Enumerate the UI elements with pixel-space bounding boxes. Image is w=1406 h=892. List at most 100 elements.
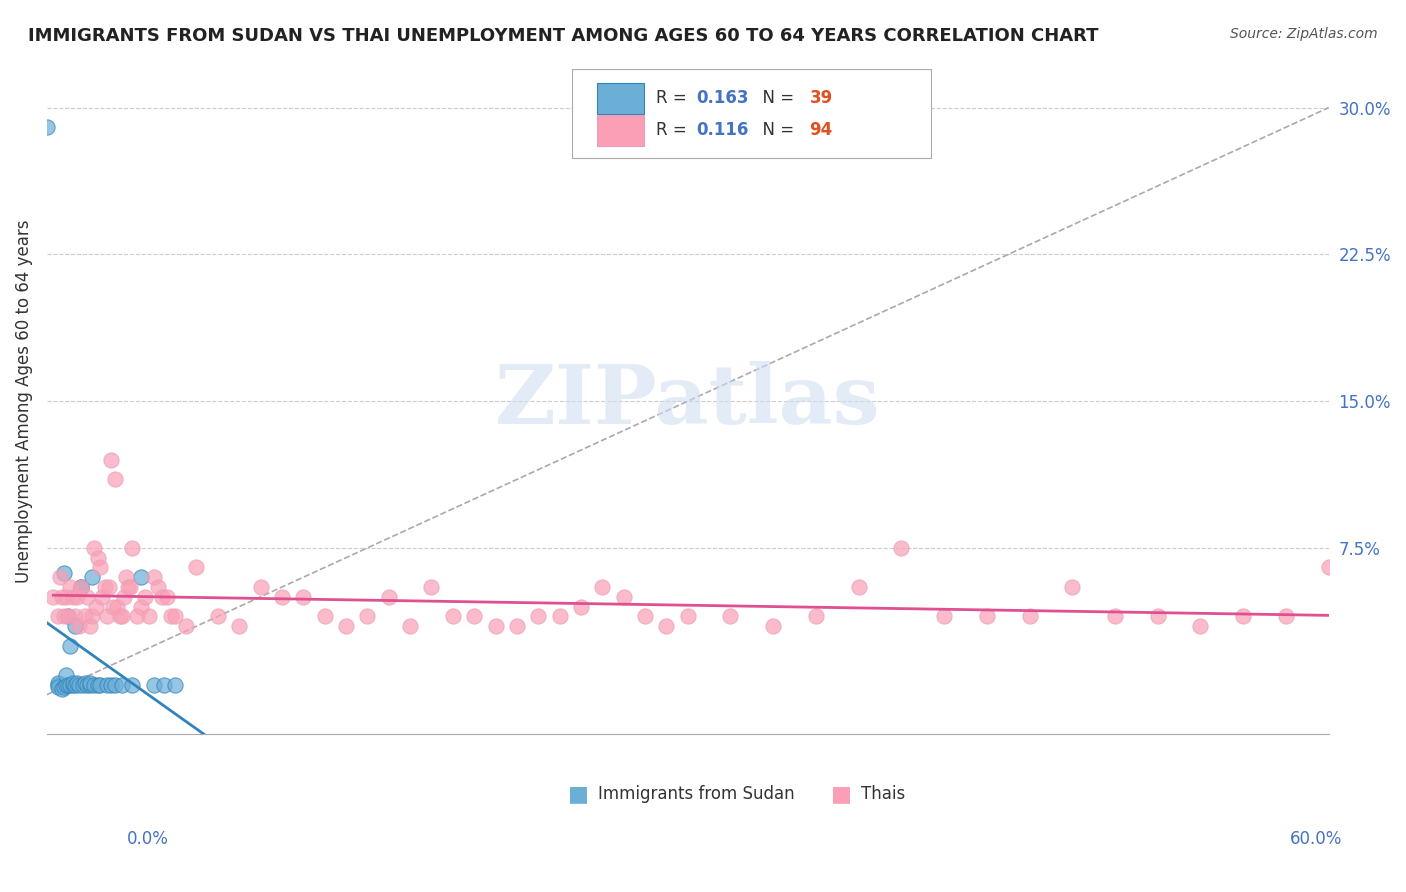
Point xyxy=(174,619,197,633)
Point xyxy=(890,541,912,555)
Point xyxy=(55,668,77,682)
Point xyxy=(46,676,69,690)
Point xyxy=(104,678,127,692)
Point xyxy=(58,609,80,624)
Point xyxy=(80,570,103,584)
Point xyxy=(112,590,135,604)
Point xyxy=(155,590,177,604)
Point xyxy=(420,580,443,594)
Point xyxy=(59,639,82,653)
Point xyxy=(80,609,103,624)
Point xyxy=(142,570,165,584)
Point xyxy=(249,580,271,594)
Point xyxy=(105,599,128,614)
Point xyxy=(569,599,592,614)
Text: ■: ■ xyxy=(568,784,589,804)
Point xyxy=(228,619,250,633)
Point xyxy=(120,580,142,594)
Point xyxy=(72,678,94,692)
Point xyxy=(848,580,870,594)
Point xyxy=(292,590,315,604)
Point xyxy=(55,590,77,604)
Point xyxy=(48,570,70,584)
Point xyxy=(96,609,118,624)
Point xyxy=(70,580,93,594)
Point xyxy=(59,580,82,594)
Point xyxy=(129,599,152,614)
Point xyxy=(59,678,82,692)
Point xyxy=(46,680,69,694)
Point xyxy=(153,678,176,692)
Text: IMMIGRANTS FROM SUDAN VS THAI UNEMPLOYMENT AMONG AGES 60 TO 64 YEARS CORRELATION: IMMIGRANTS FROM SUDAN VS THAI UNEMPLOYME… xyxy=(28,27,1098,45)
Point xyxy=(932,609,955,624)
Point xyxy=(976,609,998,624)
Text: R =: R = xyxy=(655,121,692,139)
Point xyxy=(53,680,76,694)
Point xyxy=(1018,609,1040,624)
Point xyxy=(79,676,101,690)
Point xyxy=(53,566,76,581)
Point xyxy=(506,619,529,633)
Point xyxy=(484,619,506,633)
Point xyxy=(159,609,181,624)
Point xyxy=(84,599,107,614)
Point xyxy=(186,560,208,574)
Point xyxy=(762,619,785,633)
Text: 0.163: 0.163 xyxy=(697,89,749,107)
Point xyxy=(67,678,90,692)
Point xyxy=(63,609,86,624)
Point xyxy=(76,590,98,604)
Point xyxy=(548,609,571,624)
Point xyxy=(111,609,134,624)
Point xyxy=(42,590,65,604)
Point xyxy=(270,590,292,604)
FancyBboxPatch shape xyxy=(572,69,931,159)
Point xyxy=(70,580,93,594)
Point xyxy=(58,609,80,624)
Point xyxy=(463,609,485,624)
Point xyxy=(79,619,101,633)
Text: 39: 39 xyxy=(810,89,832,107)
Point xyxy=(51,681,73,696)
Y-axis label: Unemployment Among Ages 60 to 64 years: Unemployment Among Ages 60 to 64 years xyxy=(15,219,32,583)
Point xyxy=(104,472,127,486)
Point xyxy=(676,609,699,624)
Point xyxy=(634,609,657,624)
Text: ■: ■ xyxy=(831,784,852,804)
Point xyxy=(1189,619,1212,633)
Point xyxy=(70,580,93,594)
Point xyxy=(83,541,105,555)
Point xyxy=(591,580,613,594)
Point xyxy=(150,590,173,604)
Text: N =: N = xyxy=(752,121,799,139)
Point xyxy=(75,609,97,624)
Point xyxy=(117,580,139,594)
Text: Thais: Thais xyxy=(860,785,905,803)
FancyBboxPatch shape xyxy=(596,115,644,145)
Point xyxy=(655,619,678,633)
Point xyxy=(441,609,464,624)
Point xyxy=(46,609,69,624)
Point xyxy=(53,609,76,624)
Point xyxy=(1403,609,1406,624)
Point xyxy=(63,619,86,633)
Point xyxy=(1232,609,1254,624)
Point xyxy=(87,550,110,565)
Point xyxy=(83,678,105,692)
Text: Source: ZipAtlas.com: Source: ZipAtlas.com xyxy=(1230,27,1378,41)
Point xyxy=(335,619,357,633)
Text: R =: R = xyxy=(655,89,692,107)
Point xyxy=(1146,609,1168,624)
Point xyxy=(66,590,89,604)
Text: 0.0%: 0.0% xyxy=(127,830,169,847)
Text: 60.0%: 60.0% xyxy=(1291,830,1343,847)
Point xyxy=(89,560,111,574)
Text: 94: 94 xyxy=(810,121,832,139)
Point xyxy=(62,590,84,604)
Point xyxy=(51,590,73,604)
Point xyxy=(399,619,422,633)
Point xyxy=(46,678,69,692)
Point xyxy=(121,678,143,692)
Point xyxy=(58,678,80,692)
Text: N =: N = xyxy=(752,89,799,107)
